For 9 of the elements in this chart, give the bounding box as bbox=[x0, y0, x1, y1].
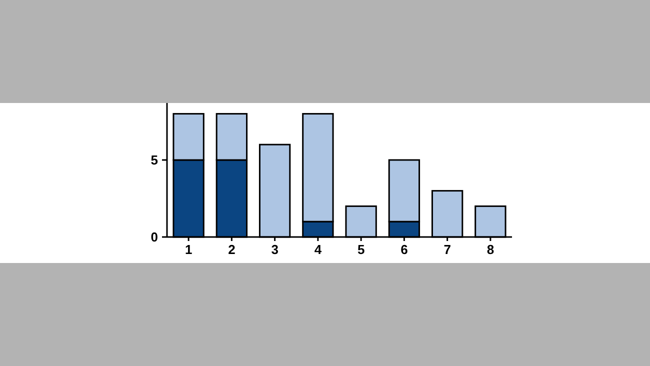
y-tick-label: 0 bbox=[150, 230, 158, 245]
x-tick-label: 7 bbox=[444, 242, 451, 257]
x-tick-label: 3 bbox=[271, 242, 278, 257]
x-tick-label: 8 bbox=[486, 242, 494, 257]
x-tick-label: 5 bbox=[357, 242, 365, 257]
x-tick-label: 4 bbox=[314, 242, 322, 257]
x-tick-label: 6 bbox=[400, 242, 408, 257]
x-tick-label: 1 bbox=[184, 242, 192, 257]
x-tick-label: 2 bbox=[228, 242, 236, 257]
